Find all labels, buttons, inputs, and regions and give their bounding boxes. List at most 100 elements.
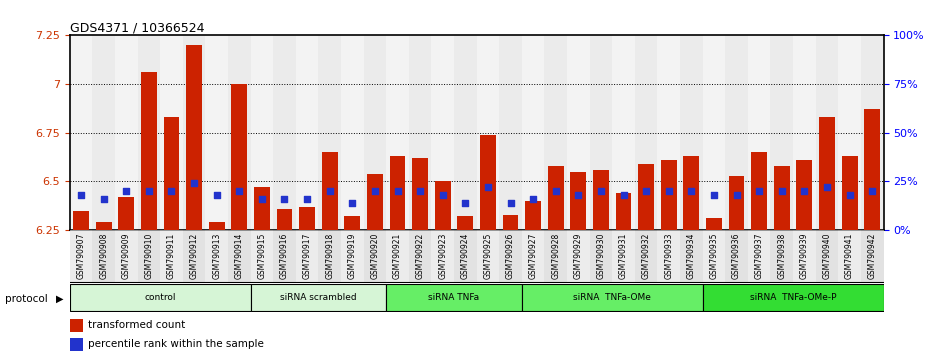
- Bar: [680, 230, 703, 283]
- Bar: [183, 35, 206, 230]
- Bar: [816, 35, 838, 230]
- Point: [775, 188, 790, 194]
- Bar: [70, 284, 250, 311]
- Bar: [432, 35, 454, 230]
- Bar: [296, 230, 318, 283]
- Point: [639, 188, 654, 194]
- Point: [661, 188, 676, 194]
- Text: GSM790922: GSM790922: [416, 233, 425, 279]
- Point: [141, 188, 156, 194]
- Point: [209, 192, 224, 198]
- Text: GSM790917: GSM790917: [302, 233, 312, 279]
- Text: GSM790918: GSM790918: [326, 233, 334, 279]
- Bar: [861, 230, 884, 283]
- Text: siRNA scrambled: siRNA scrambled: [280, 293, 357, 302]
- Bar: [432, 230, 454, 283]
- Bar: [250, 284, 386, 311]
- Bar: [115, 35, 138, 230]
- Bar: [118, 197, 134, 230]
- Bar: [454, 230, 476, 283]
- Text: GSM790936: GSM790936: [732, 233, 741, 279]
- Text: GSM790927: GSM790927: [528, 233, 538, 279]
- Bar: [386, 35, 409, 230]
- Text: GSM790920: GSM790920: [370, 233, 379, 279]
- Bar: [138, 230, 160, 283]
- Bar: [522, 230, 544, 283]
- Bar: [206, 230, 228, 283]
- Bar: [616, 193, 631, 230]
- Bar: [502, 215, 518, 230]
- Point: [435, 192, 450, 198]
- Bar: [70, 319, 83, 332]
- Text: GSM790911: GSM790911: [167, 233, 176, 279]
- Point: [865, 188, 880, 194]
- Point: [549, 188, 564, 194]
- Text: GSM790928: GSM790928: [551, 233, 560, 279]
- Point: [232, 188, 246, 194]
- Text: GSM790910: GSM790910: [144, 233, 153, 279]
- Bar: [341, 230, 364, 283]
- Bar: [92, 230, 115, 283]
- Point: [503, 200, 518, 206]
- Bar: [774, 166, 790, 230]
- Text: GSM790931: GSM790931: [619, 233, 628, 279]
- Bar: [658, 35, 680, 230]
- Text: GSM790942: GSM790942: [868, 233, 877, 279]
- Bar: [386, 230, 409, 283]
- Text: GSM790935: GSM790935: [710, 233, 719, 279]
- Text: control: control: [144, 293, 176, 302]
- Bar: [658, 230, 680, 283]
- Text: GSM790932: GSM790932: [642, 233, 651, 279]
- Point: [843, 192, 857, 198]
- Bar: [819, 117, 835, 230]
- Point: [390, 188, 405, 194]
- Bar: [296, 35, 318, 230]
- Bar: [458, 216, 473, 230]
- Bar: [318, 230, 341, 283]
- Text: GSM790941: GSM790941: [845, 233, 854, 279]
- Bar: [228, 35, 250, 230]
- Bar: [412, 158, 428, 230]
- Bar: [138, 35, 160, 230]
- Bar: [386, 284, 522, 311]
- Bar: [476, 35, 499, 230]
- Bar: [367, 173, 383, 230]
- Point: [119, 188, 134, 194]
- Text: transformed count: transformed count: [87, 320, 185, 330]
- Bar: [115, 230, 138, 283]
- Point: [255, 196, 270, 202]
- Bar: [864, 109, 880, 230]
- Text: GSM790930: GSM790930: [596, 233, 605, 279]
- Bar: [344, 216, 360, 230]
- Point: [481, 184, 496, 190]
- Bar: [435, 181, 451, 230]
- Bar: [164, 117, 179, 230]
- Bar: [793, 35, 816, 230]
- Point: [751, 188, 766, 194]
- Text: percentile rank within the sample: percentile rank within the sample: [87, 339, 263, 349]
- Bar: [770, 35, 793, 230]
- Text: GSM790929: GSM790929: [574, 233, 583, 279]
- Text: GSM790916: GSM790916: [280, 233, 289, 279]
- Text: siRNA  TNFa-OMe-P: siRNA TNFa-OMe-P: [750, 293, 836, 302]
- Text: GDS4371 / 10366524: GDS4371 / 10366524: [70, 21, 205, 34]
- Point: [684, 188, 698, 194]
- Bar: [522, 35, 544, 230]
- Bar: [206, 35, 228, 230]
- Bar: [254, 187, 270, 230]
- Text: ▶: ▶: [56, 294, 63, 304]
- Point: [413, 188, 428, 194]
- Bar: [548, 166, 564, 230]
- Point: [345, 200, 360, 206]
- Bar: [70, 230, 92, 283]
- Point: [571, 192, 586, 198]
- Bar: [318, 35, 341, 230]
- Bar: [522, 284, 703, 311]
- Text: GSM790939: GSM790939: [800, 233, 809, 279]
- Bar: [703, 284, 884, 311]
- Bar: [793, 230, 816, 283]
- Text: GSM790909: GSM790909: [122, 233, 131, 279]
- Bar: [838, 35, 861, 230]
- Bar: [390, 156, 405, 230]
- Text: GSM790940: GSM790940: [822, 233, 831, 279]
